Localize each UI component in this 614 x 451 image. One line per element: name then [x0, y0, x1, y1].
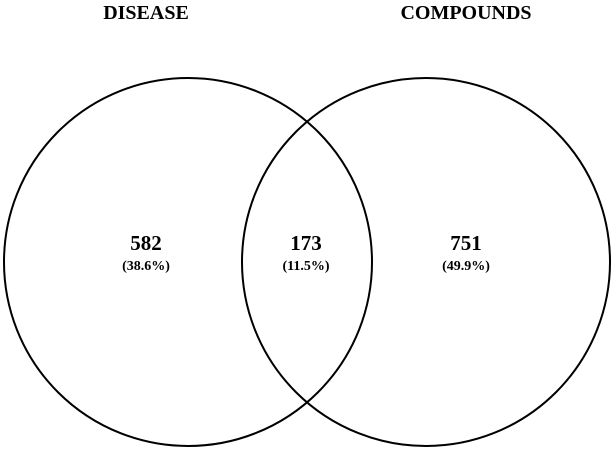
- intersection-percent: (11.5%): [282, 259, 329, 274]
- disease-only-count: 582: [130, 231, 162, 255]
- compounds-only-percent: (49.9%): [442, 259, 490, 274]
- compounds-title: COMPOUNDS: [400, 2, 531, 24]
- compounds-circle: [241, 77, 611, 447]
- intersection-count: 173: [290, 231, 322, 255]
- compounds-only-count: 751: [450, 231, 482, 255]
- disease-title: DISEASE: [103, 2, 189, 24]
- disease-circle: [3, 77, 373, 447]
- disease-only-percent: (38.6%): [122, 259, 170, 274]
